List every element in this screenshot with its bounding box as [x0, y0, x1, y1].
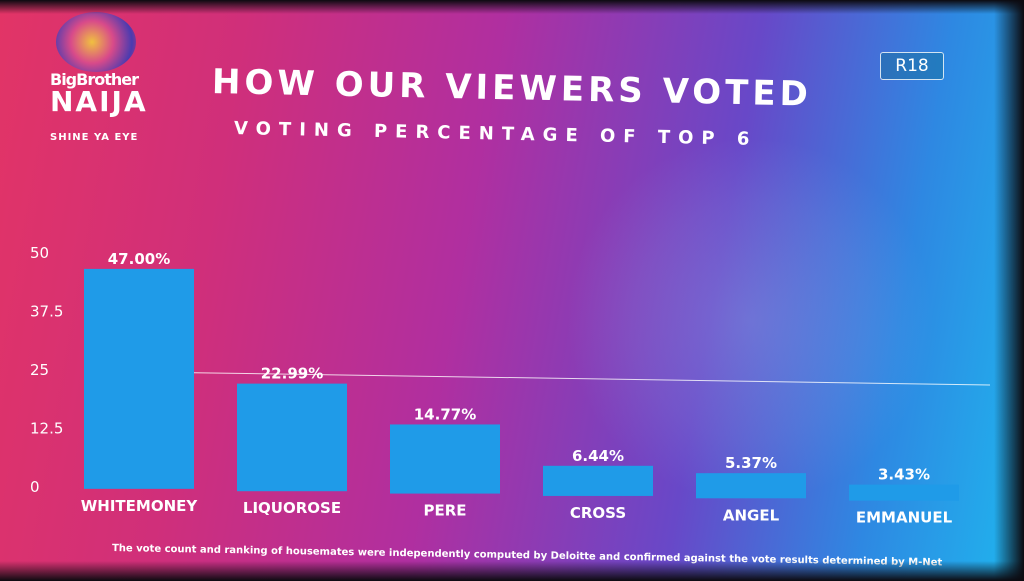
screen-bezel-top: [0, 0, 1024, 14]
show-logo: BigBrother NAIJA SHINE YA EYE: [46, 12, 156, 147]
data-label: 22.99%: [261, 365, 323, 383]
x-tick-label: LIQUOROSE: [243, 499, 341, 517]
bar: [696, 473, 806, 499]
data-label: 14.77%: [414, 405, 476, 423]
y-tick-label: 25: [30, 361, 49, 379]
logo-line-2: NAIJA: [50, 85, 148, 118]
data-label: 6.44%: [572, 447, 624, 465]
logo-tagline: SHINE YA EYE: [50, 132, 139, 143]
age-rating-badge: R18: [880, 52, 944, 80]
y-tick-label: 12.5: [30, 420, 63, 438]
x-tick-label: ANGEL: [723, 506, 780, 524]
screen-bezel-right: [994, 0, 1024, 581]
data-label: 47.00%: [108, 250, 170, 268]
y-tick-label: 0: [30, 478, 40, 496]
x-tick-label: EMMANUEL: [856, 509, 953, 527]
bar: [84, 268, 194, 489]
background-globe-graphic: [560, 140, 940, 500]
screen-bezel-bottom: [0, 561, 1024, 581]
data-label: 5.37%: [725, 454, 777, 472]
x-tick-label: WHITEMONEY: [81, 497, 199, 515]
logo-line-1: BigBrother: [50, 70, 139, 89]
bar: [849, 484, 959, 501]
gridline: [193, 372, 991, 386]
y-tick-label: 50: [30, 244, 49, 262]
y-tick-label: 37.5: [30, 303, 63, 321]
bar: [543, 465, 653, 496]
data-label: 3.43%: [878, 466, 930, 484]
x-tick-label: PERE: [423, 502, 466, 520]
bar: [390, 424, 500, 494]
x-tick-label: CROSS: [570, 504, 626, 522]
bar: [237, 383, 347, 492]
eye-logo-icon: [56, 12, 136, 72]
